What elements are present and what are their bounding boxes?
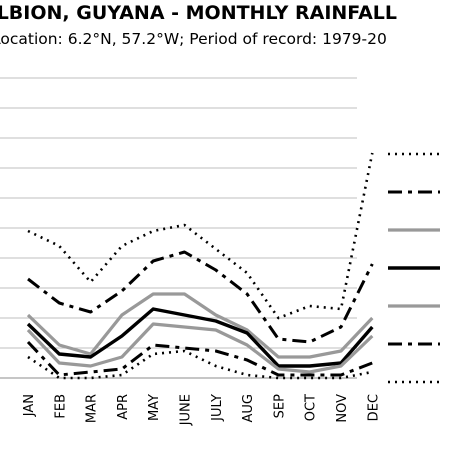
x-tick-label: NOV xyxy=(335,394,350,423)
x-tick-label: JULY xyxy=(210,394,225,422)
series-line-2 xyxy=(27,250,374,344)
legend xyxy=(388,152,440,384)
x-tick-label: AUG xyxy=(241,394,256,422)
x-tick-label: OCT xyxy=(304,394,319,421)
series-line-7 xyxy=(27,349,373,380)
x-tick-label: MAR xyxy=(85,394,100,423)
x-tick-label: JUNE xyxy=(179,394,194,426)
series-line-5 xyxy=(26,322,374,374)
gridlines xyxy=(0,77,357,379)
series-line-4 xyxy=(26,307,374,368)
chart-subtitle: Location: 6.2°N, 57.2°W; Period of recor… xyxy=(0,30,387,48)
series-lines xyxy=(26,152,374,380)
x-axis-ticks: JAN FEB MAR APR MAY JUNE JULY AUG SEP OCT NOV DEC xyxy=(22,394,381,426)
series-line-6 xyxy=(26,340,373,377)
x-tick-label: FEB xyxy=(53,394,68,419)
x-tick-label: MAY xyxy=(147,394,162,421)
x-tick-label: SEP xyxy=(272,394,287,418)
series-line-1 xyxy=(27,152,374,320)
series-line-3 xyxy=(26,292,374,359)
x-tick-label: JAN xyxy=(22,394,37,417)
chart-title: ALBION, GUYANA - MONTHLY RAINFALL xyxy=(0,2,398,24)
x-tick-label: APR xyxy=(116,394,131,420)
x-tick-label: DEC xyxy=(366,394,381,421)
